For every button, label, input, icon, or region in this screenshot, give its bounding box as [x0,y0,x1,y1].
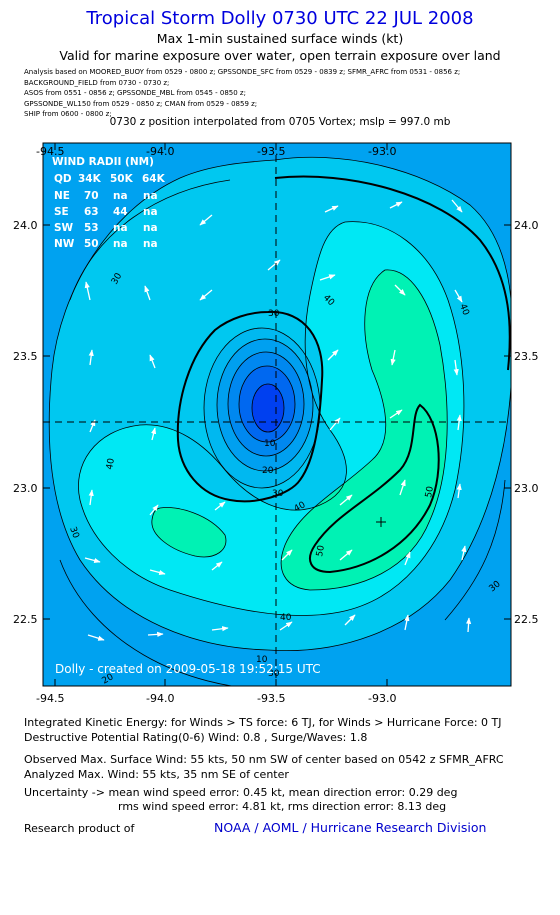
lat-tick-right: 24.0 [514,219,539,232]
contour-label: 40 [280,613,292,623]
subtitle-exposure: Valid for marine exposure over water, op… [59,48,501,63]
wind-radii-col: 50K [110,173,134,185]
lon-tick-bottom: -94.0 [146,692,174,705]
wind-radii-cell: na [113,190,128,202]
contour-label: 30 [272,489,284,499]
wind-radii-cell: NE [54,190,70,202]
contour-label: 30 [67,526,80,540]
wind-radii-cell: na [143,238,158,250]
uncertainty-line: Uncertainty -> mean wind speed error: 0.… [24,786,458,799]
wind-vectors [84,199,472,641]
contour-label: 50 [315,544,327,557]
wind-radii-table: WIND RADII (NM) QD 34K 50K 64K NE 70 na … [52,156,166,250]
observed-max-line: Observed Max. Surface Wind: 55 kts, 50 n… [24,753,504,766]
wind-radii-cell: 70 [84,190,99,202]
plot-frame [42,142,512,687]
analysis-line: GPSSONDE_WL150 from 0529 - 0850 z; CMAN … [24,99,258,108]
wind-radii-title: WIND RADII (NM) [52,156,154,168]
analysis-line: BACKGROUND_FIELD from 0730 - 0730 z; [24,78,170,87]
lon-tick-top: -94.5 [36,145,64,158]
created-stamp: Dolly - created on 2009-05-18 19:52:15 U… [55,662,321,676]
contour-label: 20 [101,672,116,687]
max-wind-marker [376,517,386,527]
dpr-line: Destructive Potential Rating(0-6) Wind: … [24,731,368,744]
lat-tick-left: 23.5 [13,350,38,363]
subtitle-wind-type: Max 1-min sustained surface winds (kt) [156,31,404,46]
contour-label: 40 [105,457,117,470]
axis-labels: -94.5 -94.0 -93.5 -93.0 -94.5 -94.0 -93.… [13,145,539,705]
contour-label: 10 [256,655,268,665]
analysis-line: SHIP from 0600 - 0800 z; [24,110,112,118]
wind-radii-cell: na [143,206,158,218]
wind-radii-cell: na [143,190,158,202]
wind-radii-col: 34K [78,173,102,185]
lat-tick-left: 22.5 [13,613,38,626]
contour-label: 30 [268,309,280,319]
wind-radii-cell: NW [54,238,75,250]
contour-label: 10 [264,439,276,449]
lon-tick-top: -93.0 [368,145,396,158]
contour-label: 30 [268,669,280,679]
page-title: Tropical Storm Dolly 0730 UTC 22 JUL 200… [86,8,474,29]
bold-contours [176,175,511,574]
lat-tick-left: 24.0 [13,219,38,232]
org-link[interactable]: NOAA / AOML / Hurricane Research Divisio… [214,820,487,835]
band-50-ne [281,269,448,590]
wind-radii-col: QD [54,173,72,185]
research-label: Research product of [24,822,135,835]
wind-radii-cell: na [113,238,128,250]
analysis-sources: Analysis based on MOORED_BUOY from 0529 … [24,67,544,120]
contour-label: 50 [424,485,436,498]
contour-label: 20 [262,466,274,476]
wind-radii-cell: 53 [84,222,99,234]
contour-label: 40 [457,303,470,317]
lon-tick-bottom: -94.5 [36,692,64,705]
tick-marks [43,143,511,686]
position-note: 0730 z position interpolated from 0705 V… [109,116,451,128]
analysis-line: ASOS from 0551 - 0856 z; GPSSONDE_MBL fr… [24,89,246,97]
lat-tick-right: 22.5 [514,613,539,626]
lon-tick-top: -93.5 [257,145,285,158]
wind-map: 10 20 30 30 30 30 30 40 40 40 40 40 50 5… [13,142,539,705]
analysis-line: Analysis based on MOORED_BUOY from 0529 … [24,68,461,76]
ike-line: Integrated Kinetic Energy: for Winds > T… [24,716,502,729]
analyzed-max-line: Analyzed Max. Wind: 55 kts, 35 nm SE of … [24,768,289,781]
lat-tick-right: 23.0 [514,482,539,495]
wind-radii-cell: 44 [113,206,128,218]
uncertainty-rms-line: rms wind speed error: 4.81 kt, rms direc… [118,800,447,813]
wind-radii-cell: SW [54,222,74,234]
lat-tick-right: 23.5 [514,350,539,363]
lon-tick-bottom: -93.5 [257,692,285,705]
center-crosshair [43,143,511,686]
lon-tick-bottom: -93.0 [368,692,396,705]
contour-field: 10 20 30 30 30 30 30 40 40 40 40 40 50 5… [43,143,511,687]
lat-tick-left: 23.0 [13,482,38,495]
lon-tick-top: -94.0 [146,145,174,158]
wind-radii-col: 64K [142,173,166,185]
wind-radii-cell: 50 [84,238,99,250]
wind-radii-cell: na [113,222,128,234]
wind-radii-cell: na [143,222,158,234]
wind-radii-cell: SE [54,206,69,218]
wind-radii-cell: 63 [84,206,99,218]
